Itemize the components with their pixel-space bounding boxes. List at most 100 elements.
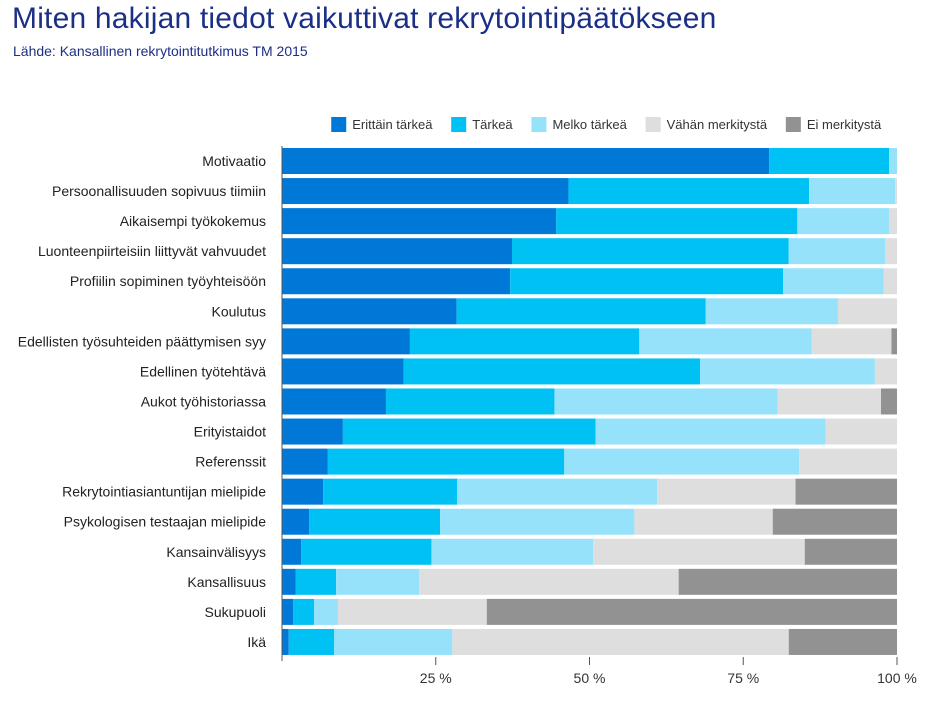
category-label: Aikaisempi työkokemus xyxy=(120,213,266,229)
legend-label: Ei merkitystä xyxy=(807,117,882,132)
legend-swatch xyxy=(531,117,547,132)
bar-segment xyxy=(788,238,886,265)
bar-segment xyxy=(556,208,798,235)
bar-segment xyxy=(403,358,701,385)
legend-label: Vähän merkitystä xyxy=(667,117,768,132)
bar-segment xyxy=(282,148,770,174)
x-tick-label: 75 % xyxy=(727,670,759,686)
bar-segment xyxy=(293,598,314,625)
legend-label: Erittäin tärkeä xyxy=(352,117,433,132)
bar-segment xyxy=(634,508,773,535)
bar-segment xyxy=(777,388,882,415)
bar-segment xyxy=(295,568,337,595)
bar-segment xyxy=(327,448,565,475)
category-label: Luonteenpiirteisiin liittyvät vahvuudet xyxy=(38,243,266,259)
legend-swatch xyxy=(451,117,467,132)
bar-segment xyxy=(282,208,557,235)
bar-segment xyxy=(705,298,838,325)
category-label: Edellisten työsuhteiden päättymisen syy xyxy=(18,333,266,349)
bar-segment xyxy=(804,538,897,565)
bar-segment xyxy=(431,538,594,565)
bar-segment xyxy=(409,328,640,355)
chart-subtitle: Lähde: Kansallinen rekrytointitutkimus T… xyxy=(13,43,308,59)
bar-segment xyxy=(811,328,892,355)
bar-segment xyxy=(797,208,890,235)
bar-segment xyxy=(336,568,420,595)
x-tick-label: 50 % xyxy=(574,670,606,686)
bar-segment xyxy=(783,268,884,295)
bar-segment xyxy=(799,448,897,475)
bar-segment xyxy=(419,568,679,595)
bar-segment xyxy=(313,598,338,625)
bar-segment xyxy=(337,598,487,625)
bar-segment xyxy=(282,508,310,535)
bar-segment xyxy=(282,268,511,295)
legend-label: Tärkeä xyxy=(472,117,513,132)
bar-segment xyxy=(554,388,778,415)
bar-segment xyxy=(334,628,453,655)
category-label: Koulutus xyxy=(212,303,266,319)
bars xyxy=(282,148,898,655)
bar-segment xyxy=(282,448,328,475)
category-label: Kansainvälisyys xyxy=(166,544,266,560)
category-label: Psykologisen testaajan mielipide xyxy=(64,514,267,530)
bar-segment xyxy=(452,628,789,655)
bar-segment xyxy=(891,328,897,355)
bar-segment xyxy=(564,448,800,475)
bar-segment xyxy=(342,418,596,445)
category-label: Sukupuoli xyxy=(205,604,267,620)
bar-segment xyxy=(282,358,404,385)
bar-segment xyxy=(825,418,897,445)
bar-segment xyxy=(593,538,805,565)
bar-segment xyxy=(700,358,875,385)
bar-segment xyxy=(323,478,458,505)
bar-segment xyxy=(282,238,513,265)
bar-segment xyxy=(301,538,432,565)
bar-segment xyxy=(309,508,441,535)
legend-swatch xyxy=(645,117,661,132)
bar-segment xyxy=(881,388,897,415)
bar-segment xyxy=(885,238,898,265)
bar-segment xyxy=(282,568,296,595)
bar-segment xyxy=(883,268,897,295)
category-label: Ikä xyxy=(247,634,266,650)
bar-segment xyxy=(288,628,335,655)
bar-segment xyxy=(282,388,386,415)
bar-segment xyxy=(809,178,896,205)
legend: Erittäin tärkeä Tärkeä Melko tärkeä Vähän m… xyxy=(331,117,882,132)
category-label: Referenssit xyxy=(195,454,266,470)
bar-segment xyxy=(282,538,302,565)
bar-segment xyxy=(440,508,635,535)
x-tick-label: 25 % xyxy=(420,670,452,686)
bar-segment xyxy=(769,148,889,174)
category-label: Persoonallisuuden sopivuus tiimiin xyxy=(52,183,266,199)
category-label: Edellinen työtehtävä xyxy=(140,363,266,379)
bar-segment xyxy=(772,508,897,535)
legend-label: Melko tärkeä xyxy=(552,117,627,132)
bar-segment xyxy=(282,478,324,505)
bar-segment xyxy=(595,418,826,445)
bar-segment xyxy=(639,328,812,355)
bar-segment xyxy=(678,568,897,595)
category-label: Erityistaidot xyxy=(194,424,266,440)
bar-segment xyxy=(282,298,457,325)
x-axis: 25 % 50 % 75 % 100 % xyxy=(281,146,917,686)
legend-swatch xyxy=(331,117,347,132)
bar-segment xyxy=(512,238,789,265)
bar-segment xyxy=(837,298,897,325)
bar-segment xyxy=(486,598,897,625)
bar-segment xyxy=(874,358,897,385)
bar-segment xyxy=(457,478,658,505)
category-label: Aukot työhistoriassa xyxy=(141,393,266,409)
bar-segment xyxy=(889,208,898,235)
category-label: Motivaatio xyxy=(202,153,266,169)
bar-segment xyxy=(282,418,343,445)
x-tick-label: 100 % xyxy=(877,670,917,686)
bar-segment xyxy=(385,388,555,415)
category-labels: Motivaatio Persoonallisuuden sopivuus tii… xyxy=(18,153,266,650)
bar-segment xyxy=(282,328,410,355)
bar-segment xyxy=(282,628,289,655)
bar-segment xyxy=(895,178,897,205)
bar-segment xyxy=(568,178,810,205)
